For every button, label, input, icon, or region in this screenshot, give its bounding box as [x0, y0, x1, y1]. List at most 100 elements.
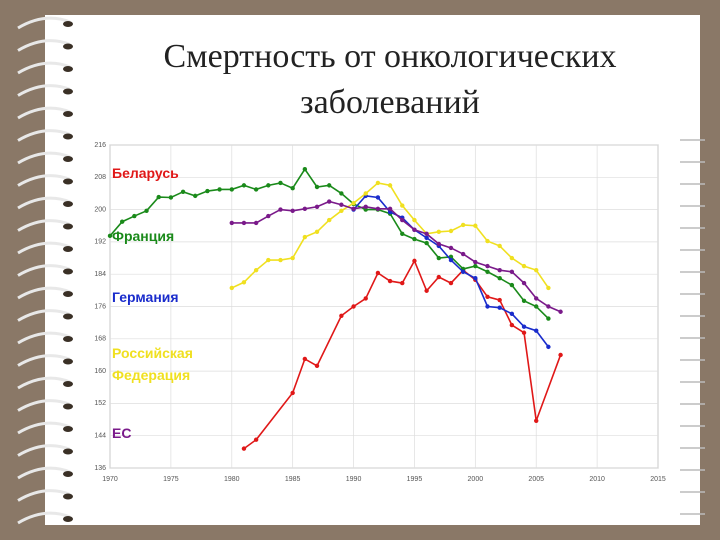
y-tick-label: 208	[94, 174, 106, 181]
data-point	[253, 220, 259, 226]
data-point	[253, 187, 259, 192]
data-point	[266, 183, 271, 188]
data-point	[473, 276, 478, 281]
data-point	[302, 356, 308, 362]
data-point	[509, 269, 515, 274]
data-point	[448, 245, 454, 251]
data-point	[436, 255, 441, 261]
data-point	[400, 280, 405, 286]
x-tick-label: 1975	[163, 476, 179, 483]
spiral-ring	[17, 376, 71, 390]
data-point	[448, 280, 454, 286]
data-point	[509, 311, 515, 316]
data-point	[412, 236, 417, 242]
data-point	[327, 217, 332, 223]
x-tick-label: 1995	[407, 476, 423, 483]
spiral-hole	[63, 448, 73, 455]
page	[45, 15, 700, 525]
data-point	[193, 193, 198, 199]
spiral-ring	[17, 39, 71, 52]
data-point	[351, 200, 356, 206]
data-point	[168, 195, 174, 200]
spiral-hole	[63, 246, 73, 252]
spiral-hole	[63, 66, 73, 72]
data-point	[546, 344, 551, 350]
x-tick-label: 1985	[285, 476, 301, 483]
spiral-hole	[63, 471, 73, 477]
data-point	[436, 241, 441, 247]
legend-label: Франция	[112, 228, 175, 244]
data-point	[339, 202, 344, 207]
x-tick-label: 1970	[102, 476, 118, 483]
y-tick-label: 160	[94, 368, 106, 375]
spiral-ring	[17, 219, 71, 232]
data-point	[485, 304, 490, 309]
data-point	[314, 184, 320, 190]
data-point	[278, 257, 283, 263]
data-point	[448, 257, 454, 263]
spiral-ring	[17, 511, 71, 525]
data-point	[351, 206, 356, 211]
spiral-ring	[17, 309, 71, 322]
legend-label: Беларусь	[112, 165, 179, 181]
spiral-hole	[63, 313, 73, 320]
data-point	[558, 309, 563, 314]
spiral-hole	[63, 88, 73, 95]
x-tick-label: 2005	[528, 476, 544, 483]
data-point	[144, 208, 149, 214]
data-point	[314, 229, 320, 235]
data-point	[266, 213, 271, 219]
x-tick-label: 2010	[589, 476, 605, 483]
data-point	[497, 297, 502, 303]
y-tick-label: 144	[94, 433, 106, 440]
spiral-hole	[63, 516, 73, 522]
x-tick-label: 1990	[346, 476, 362, 483]
data-point	[339, 313, 344, 318]
data-point	[485, 294, 490, 300]
data-point	[241, 446, 247, 451]
x-tick-label: 2000	[468, 476, 484, 483]
data-point	[485, 269, 490, 274]
data-point	[497, 305, 502, 310]
data-point	[229, 187, 234, 192]
data-point	[229, 285, 234, 291]
spiral-ring	[17, 399, 71, 412]
data-point	[497, 267, 502, 273]
spiral-ring	[17, 151, 71, 165]
y-tick-label: 136	[94, 465, 106, 472]
spiral-hole	[63, 403, 73, 410]
spiral-ring	[17, 489, 71, 502]
y-tick-label: 168	[94, 336, 106, 343]
data-point	[351, 304, 356, 309]
data-point	[485, 238, 490, 244]
spiral-ring	[17, 174, 71, 187]
y-tick-label: 200	[94, 206, 106, 213]
data-point	[546, 316, 551, 321]
data-point	[290, 255, 295, 261]
data-point	[375, 270, 381, 276]
x-tick-label: 1980	[224, 476, 240, 483]
data-point	[302, 234, 308, 240]
spiral-ring	[17, 331, 71, 345]
y-tick-label: 184	[94, 271, 106, 278]
spiral-ring	[17, 286, 71, 300]
spiral-hole	[63, 21, 73, 27]
data-point	[424, 231, 429, 237]
data-point	[485, 263, 490, 269]
data-point	[290, 208, 295, 214]
data-point	[521, 330, 527, 335]
data-point	[266, 257, 271, 263]
spiral-hole	[63, 111, 73, 117]
data-point	[217, 187, 222, 192]
data-point	[412, 227, 417, 232]
data-point	[400, 203, 405, 208]
data-point	[460, 222, 466, 228]
data-point	[497, 276, 502, 281]
data-point	[327, 183, 332, 188]
data-point	[363, 204, 368, 209]
spiral-hole	[63, 381, 73, 387]
data-point	[412, 217, 417, 223]
data-point	[314, 204, 320, 209]
data-point	[290, 186, 295, 191]
